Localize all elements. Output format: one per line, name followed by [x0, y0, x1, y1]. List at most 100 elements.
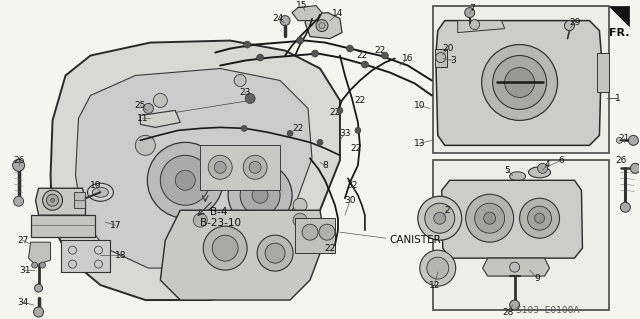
Circle shape	[265, 243, 285, 263]
Text: B-23-10: B-23-10	[200, 218, 241, 228]
Circle shape	[616, 137, 622, 143]
Text: 18: 18	[115, 251, 126, 260]
Text: 2: 2	[444, 206, 449, 215]
Bar	[295, 218, 335, 253]
Circle shape	[346, 45, 353, 52]
Circle shape	[434, 212, 445, 224]
Polygon shape	[29, 242, 51, 265]
Polygon shape	[442, 180, 582, 258]
Circle shape	[243, 155, 267, 179]
Ellipse shape	[529, 167, 550, 178]
Circle shape	[35, 284, 43, 292]
Circle shape	[193, 213, 207, 227]
Text: 26: 26	[13, 156, 24, 165]
Text: 21: 21	[619, 134, 630, 143]
Circle shape	[520, 198, 559, 238]
Circle shape	[420, 250, 456, 286]
Polygon shape	[36, 188, 86, 215]
Text: 29: 29	[570, 18, 581, 27]
Circle shape	[244, 41, 251, 48]
Circle shape	[43, 190, 63, 210]
Circle shape	[436, 53, 445, 63]
Circle shape	[287, 130, 293, 137]
Text: 17: 17	[109, 221, 121, 230]
Circle shape	[280, 16, 290, 26]
Circle shape	[628, 135, 638, 145]
Text: 15: 15	[296, 1, 308, 10]
Circle shape	[252, 187, 268, 203]
Text: 20: 20	[442, 44, 453, 53]
Bar	[433, 6, 609, 153]
Text: 1: 1	[614, 94, 620, 103]
Bar	[435, 48, 447, 67]
Circle shape	[240, 175, 280, 215]
Circle shape	[214, 161, 226, 173]
Ellipse shape	[509, 172, 525, 181]
Circle shape	[245, 93, 255, 103]
Text: 3: 3	[450, 56, 456, 65]
Circle shape	[13, 196, 24, 206]
Circle shape	[312, 50, 319, 57]
Bar	[200, 145, 280, 190]
Polygon shape	[292, 6, 322, 21]
Circle shape	[427, 257, 449, 279]
Text: 7: 7	[469, 4, 475, 13]
Text: 23: 23	[239, 88, 251, 97]
Polygon shape	[609, 6, 629, 26]
Ellipse shape	[92, 187, 108, 197]
Text: 4: 4	[545, 160, 550, 169]
Circle shape	[418, 196, 461, 240]
Text: 31: 31	[19, 266, 30, 275]
Circle shape	[51, 198, 54, 202]
Circle shape	[381, 52, 388, 59]
Text: FR.: FR.	[609, 27, 630, 38]
Circle shape	[293, 213, 307, 227]
Circle shape	[493, 56, 547, 109]
Circle shape	[31, 262, 38, 268]
Text: 26: 26	[616, 156, 627, 165]
Circle shape	[316, 19, 328, 32]
Circle shape	[228, 163, 292, 227]
Circle shape	[509, 262, 520, 272]
Text: 22: 22	[324, 244, 335, 253]
Text: 34: 34	[17, 298, 28, 307]
Circle shape	[47, 194, 58, 206]
Ellipse shape	[88, 183, 113, 201]
Text: 22: 22	[330, 108, 340, 117]
Text: B-4: B-4	[210, 207, 228, 217]
Circle shape	[185, 238, 205, 258]
Circle shape	[147, 142, 223, 218]
Circle shape	[40, 262, 45, 268]
Text: 5: 5	[505, 166, 511, 175]
Circle shape	[564, 21, 575, 31]
Text: 25: 25	[134, 101, 146, 110]
Circle shape	[466, 194, 514, 242]
Text: 22: 22	[350, 144, 362, 153]
Text: 6: 6	[559, 156, 564, 165]
Polygon shape	[483, 258, 550, 276]
Polygon shape	[51, 41, 340, 300]
Circle shape	[504, 68, 534, 97]
Text: 22: 22	[355, 96, 365, 105]
Text: 33: 33	[339, 129, 351, 138]
Text: 30: 30	[344, 196, 356, 205]
Text: 22: 22	[356, 51, 367, 60]
Circle shape	[362, 61, 369, 68]
Circle shape	[620, 202, 630, 212]
Circle shape	[175, 170, 195, 190]
Circle shape	[241, 125, 247, 131]
Circle shape	[538, 163, 548, 173]
Polygon shape	[458, 21, 504, 33]
Polygon shape	[436, 21, 602, 145]
Circle shape	[239, 259, 257, 277]
Circle shape	[257, 54, 264, 61]
Circle shape	[161, 155, 210, 205]
Text: 32: 32	[346, 181, 358, 190]
Polygon shape	[305, 13, 342, 39]
Bar	[31, 215, 95, 237]
Circle shape	[204, 226, 247, 270]
Bar	[597, 53, 609, 93]
Circle shape	[317, 139, 323, 145]
Circle shape	[208, 155, 232, 179]
Circle shape	[293, 198, 307, 212]
